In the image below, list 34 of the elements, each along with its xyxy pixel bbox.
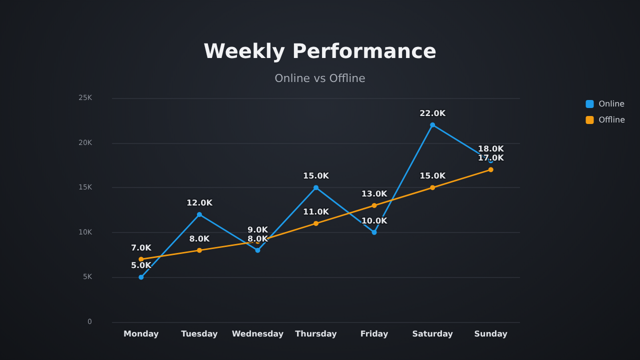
point <box>314 185 318 190</box>
data-label: 15.0K <box>420 172 446 181</box>
point <box>372 203 377 208</box>
x-tick-label: Sunday <box>474 330 508 338</box>
data-label: 15.0K <box>303 172 330 181</box>
x-tick-label: Wednesday <box>232 330 284 338</box>
point <box>430 122 436 128</box>
data-label: 11.0K <box>303 207 330 216</box>
data-label: 12.0K <box>186 198 214 208</box>
data-label: 8.0K <box>189 234 210 244</box>
x-tick-label: Thursday <box>295 330 338 338</box>
point <box>196 248 202 253</box>
x-tick-label: Monday <box>124 330 160 338</box>
chart-subtitle: Online vs Offline <box>274 72 366 85</box>
x-tick-label: Saturday <box>412 330 454 338</box>
data-label: 9.0K <box>248 225 269 234</box>
data-label: 18.0K <box>478 144 505 154</box>
data-label: 5.0K <box>130 261 152 270</box>
data-label: 13.0K <box>361 190 388 199</box>
x-tick-label: Friday <box>360 330 389 338</box>
point <box>314 220 318 226</box>
x-tick-label: Tuesday <box>181 330 218 338</box>
data-label: 22.0K <box>420 108 446 118</box>
point <box>430 185 436 190</box>
legend-label: Online <box>598 100 625 108</box>
chart-title: Weekly Performance <box>203 39 437 63</box>
point <box>138 274 144 280</box>
legend-label: Offline <box>598 116 626 124</box>
data-label: 7.0K <box>130 243 152 252</box>
point <box>196 212 202 217</box>
point <box>138 256 144 262</box>
point <box>255 248 260 253</box>
point <box>488 167 494 172</box>
point <box>372 230 377 235</box>
